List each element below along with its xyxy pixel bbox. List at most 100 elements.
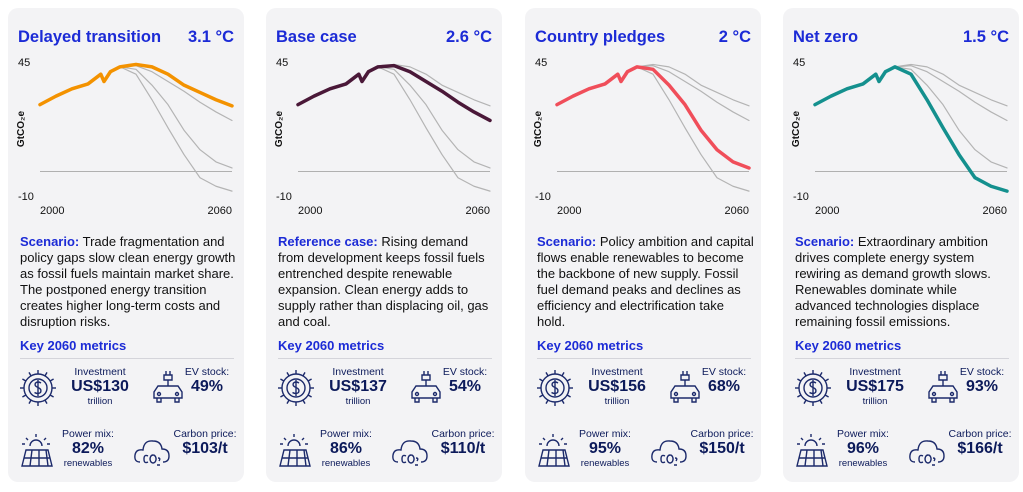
- metric-label: Power mix:: [320, 428, 372, 440]
- scenario-label: Scenario:: [795, 234, 855, 249]
- dollar: [551, 380, 559, 396]
- icon-ev: [411, 371, 441, 403]
- scenario-text: Rising demand from development keeps fos…: [278, 234, 489, 329]
- icon-carbon: [909, 440, 945, 466]
- separator: [795, 358, 1009, 359]
- metric-power: Power mix: 86% renewables: [310, 428, 382, 469]
- coin: [286, 378, 306, 398]
- separator: [537, 358, 751, 359]
- metric-ev: EV stock: 49%: [176, 366, 238, 396]
- metrics-heading: Key 2060 metrics: [278, 338, 385, 353]
- gear-ring: [540, 373, 570, 403]
- sun: [539, 434, 567, 447]
- gear-ring: [23, 373, 53, 403]
- y-tick-label: 45: [276, 57, 288, 69]
- card-title: Country pledges: [535, 28, 665, 46]
- series-line: [297, 63, 491, 107]
- metric-unit: trillion: [604, 396, 630, 407]
- y-axis-label: GtCO₂e: [274, 111, 285, 148]
- coin: [28, 378, 48, 398]
- metric-value: 95%: [588, 440, 622, 457]
- icon-carbon: [651, 440, 687, 466]
- x-tick-label: 2000: [40, 205, 64, 217]
- icon-ev: [670, 371, 700, 403]
- light: [931, 391, 937, 397]
- scenario-label: Scenario:: [537, 234, 597, 249]
- metric-label: EV stock:: [184, 366, 230, 378]
- panel: [21, 449, 53, 467]
- light: [691, 391, 697, 397]
- y-tick-label: -10: [793, 191, 809, 203]
- chart: Country pledges 2 °C GtCO₂e 45 -10 2000 2060: [533, 28, 751, 217]
- co2: [401, 454, 419, 466]
- metric-unit: trillion: [345, 396, 371, 407]
- metric-label: EV stock:: [701, 366, 747, 378]
- plug: [680, 371, 690, 386]
- series-line: [297, 66, 491, 169]
- metric-value: 82%: [71, 440, 105, 457]
- x-tick-label: 2060: [466, 205, 490, 217]
- metric-label: Carbon price:: [173, 428, 237, 440]
- scenario-description: Scenario: Trade fragmentation and policy…: [20, 234, 238, 330]
- light: [174, 391, 180, 397]
- cloud: [134, 440, 170, 463]
- series-line: [813, 65, 1009, 193]
- light: [673, 391, 679, 397]
- card-title: Net zero: [793, 28, 858, 46]
- plug: [163, 371, 173, 386]
- metric-investment: Investment US$130 trillion: [60, 366, 140, 407]
- temperature: 3.1 °C: [188, 28, 234, 46]
- metric-ev: EV stock: 54%: [434, 366, 496, 396]
- metric-value: $166/t: [957, 440, 1003, 457]
- panel: [538, 449, 570, 467]
- chart: Delayed transition 3.1 °C GtCO₂e 45 -10 2000 2…: [16, 28, 234, 217]
- metric-value: 86%: [329, 440, 363, 457]
- temperature: 2 °C: [719, 28, 751, 46]
- y-tick-label: -10: [18, 191, 34, 203]
- car: [670, 385, 700, 403]
- scenario-text: Trade fragmentation and policy gaps slow…: [20, 234, 236, 329]
- series-line: [38, 62, 234, 108]
- metric-label: Carbon price:: [431, 428, 495, 440]
- separator: [20, 358, 234, 359]
- y-tick-label: 45: [535, 57, 547, 69]
- cloud: [392, 440, 428, 463]
- metric-value: 96%: [846, 440, 880, 457]
- scenario-card: Base case 2.6 °C GtCO₂e 45 -10 2000 2060 Refere…: [266, 8, 502, 482]
- series-line: [39, 66, 233, 169]
- metric-value: US$175: [846, 378, 904, 395]
- series-line: [296, 63, 492, 123]
- metric-label: Power mix:: [62, 428, 114, 440]
- metric-unit: renewables: [321, 458, 371, 469]
- series-line: [814, 63, 1008, 107]
- car: [153, 385, 183, 403]
- metric-label: Investment: [332, 366, 384, 378]
- car: [411, 385, 441, 403]
- temperature: 2.6 °C: [446, 28, 492, 46]
- metric-carbon: Carbon price: $166/t: [943, 428, 1017, 458]
- dollar: [292, 380, 300, 396]
- car: [928, 385, 958, 403]
- panel: [796, 449, 828, 467]
- scenario-description: Reference case: Rising demand from devel…: [278, 234, 496, 330]
- cloud: [909, 440, 945, 463]
- y-tick-label: -10: [276, 191, 292, 203]
- metric-label: EV stock:: [959, 366, 1005, 378]
- metric-unit: renewables: [580, 458, 630, 469]
- icon-investment: [537, 370, 573, 406]
- scenario-description: Scenario: Extraordinary ambition drives …: [795, 234, 1013, 330]
- icon-ev: [928, 371, 958, 403]
- series-line: [556, 66, 750, 192]
- co2: [660, 454, 678, 466]
- metric-label: Investment: [591, 366, 643, 378]
- card-title: Base case: [276, 28, 357, 46]
- co2: [143, 454, 161, 466]
- metric-carbon: Carbon price: $103/t: [168, 428, 242, 458]
- series-line: [555, 65, 751, 170]
- y-axis-label: GtCO₂e: [16, 111, 27, 148]
- metric-value: $110/t: [440, 440, 486, 457]
- plug: [938, 371, 948, 386]
- sun: [22, 434, 50, 447]
- icon-power: [279, 434, 311, 467]
- gear-ring: [798, 373, 828, 403]
